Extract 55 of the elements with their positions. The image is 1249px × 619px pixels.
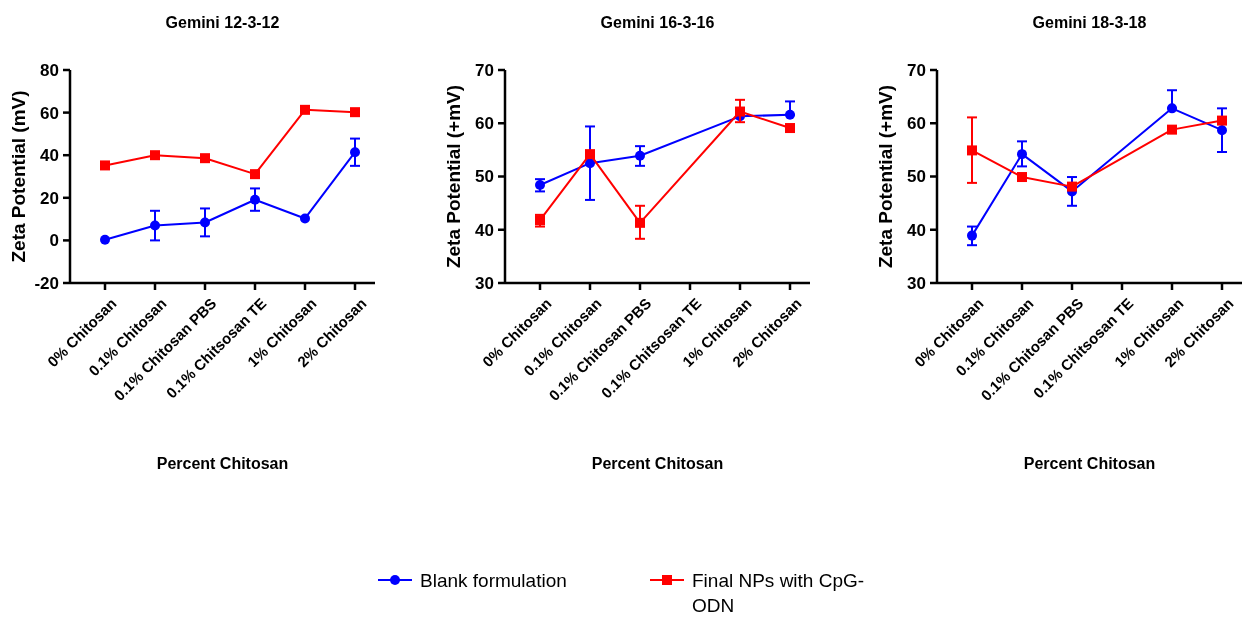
y-tick-label: 40	[475, 220, 494, 240]
point	[1017, 149, 1027, 160]
point	[100, 160, 110, 171]
y-tick-label: 60	[475, 114, 494, 134]
point	[967, 230, 977, 241]
chart-title: Gemini 18-3-18	[1032, 14, 1147, 31]
y-tick-label: 50	[907, 167, 926, 187]
point	[785, 123, 795, 134]
point	[150, 220, 160, 231]
legend-label: Final NPs with CpG-ODN	[692, 569, 865, 617]
y-tick-label: 80	[40, 60, 59, 80]
point	[250, 194, 260, 205]
chart-title: Gemini 16-3-16	[600, 14, 715, 31]
point	[1217, 115, 1227, 126]
point	[350, 107, 360, 118]
y-tick-label: 60	[907, 114, 926, 134]
y-tick-label: 60	[40, 103, 59, 123]
y-tick-label: 0	[49, 231, 59, 251]
point	[150, 150, 160, 161]
y-axis-title: Zeta Potential (+mV)	[875, 84, 896, 269]
x-axis-title: Percent Chitosan	[156, 455, 289, 472]
point	[735, 106, 745, 117]
point	[250, 169, 260, 180]
y-tick-label: 20	[40, 188, 59, 208]
legend-label: Blank formulation	[420, 569, 567, 591]
y-tick-label: 40	[907, 220, 926, 240]
point	[350, 147, 360, 158]
chart-title: Gemini 12-3-12	[165, 14, 280, 31]
point	[1017, 172, 1027, 183]
point	[300, 104, 310, 115]
y-axis-title: Zeta Potential (mV)	[8, 90, 29, 263]
point	[635, 150, 645, 161]
point	[967, 145, 977, 156]
y-tick-label: 40	[40, 146, 59, 166]
y-tick-label: 30	[907, 273, 926, 293]
x-axis-title: Percent Chitosan	[591, 455, 724, 472]
point	[1167, 103, 1177, 114]
point	[1167, 124, 1177, 135]
point	[585, 158, 595, 169]
y-tick-label: 70	[475, 60, 494, 80]
point	[1217, 125, 1227, 136]
point	[200, 153, 210, 164]
x-axis-title: Percent Chitosan	[1023, 455, 1156, 472]
y-tick-label: 50	[475, 167, 494, 187]
point	[785, 109, 795, 120]
y-tick-label: 30	[475, 273, 494, 293]
y-axis-title: Zeta Potential (+mV)	[443, 84, 464, 269]
point	[200, 217, 210, 228]
point	[100, 234, 110, 245]
point	[300, 213, 310, 224]
point	[1067, 181, 1077, 192]
point	[585, 149, 595, 160]
y-tick-label: -20	[34, 273, 59, 293]
y-tick-label: 70	[907, 60, 926, 80]
point	[635, 217, 645, 228]
